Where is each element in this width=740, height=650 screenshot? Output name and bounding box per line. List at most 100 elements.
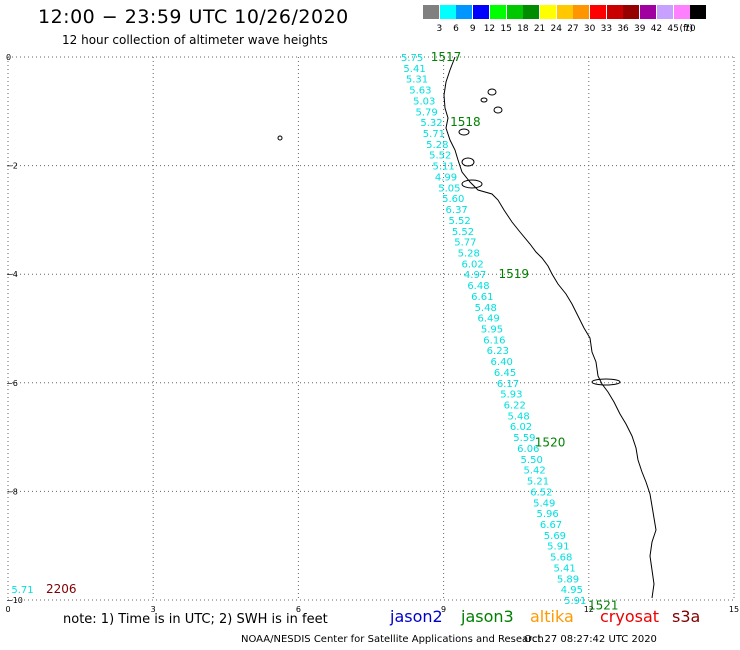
track-value-label: 4.95 <box>561 585 583 596</box>
track-value-label: 5.52 <box>452 227 474 238</box>
track-value-label: 6.49 <box>477 314 499 325</box>
scale-label: 3 <box>436 24 443 34</box>
track-value-label: 5.11 <box>432 162 454 173</box>
coastline <box>443 56 657 599</box>
track-value-label: 6.37 <box>446 205 468 216</box>
scale-swatch <box>656 5 673 19</box>
scale-label: 30 <box>583 24 596 34</box>
scale-label: 33 <box>600 24 613 34</box>
generated-timestamp: Oct 27 08:27:42 UTC 2020 <box>524 634 657 645</box>
scale-label: 36 <box>617 24 629 34</box>
track-value-label: 5.75 <box>401 53 423 64</box>
satellite-label-jason2: jason2 <box>390 607 443 626</box>
island-outline <box>461 179 483 189</box>
track-value-label: 5.71 <box>423 129 445 140</box>
time-label: 1517 <box>431 50 462 64</box>
island-outline <box>493 106 503 114</box>
y-tick-label: −10 <box>6 596 23 605</box>
scale-swatch <box>640 5 657 19</box>
x-tick-label: 9 <box>441 605 446 614</box>
track-value-label: 5.48 <box>507 411 529 422</box>
track-value-label: 5.49 <box>533 498 555 509</box>
time-label: 1519 <box>499 267 530 281</box>
track-value-label: 6.06 <box>517 444 539 455</box>
y-tick-label: 0 <box>6 53 11 62</box>
scale-swatch <box>439 5 456 19</box>
scale-swatch <box>473 5 490 19</box>
track-value-label: 6.02 <box>462 259 484 270</box>
y-tick-label: −4 <box>6 270 18 279</box>
scale-label: 21 <box>533 24 546 34</box>
track-value-label: 4.97 <box>464 270 486 281</box>
scale-swatch <box>556 5 573 19</box>
track-value-label: 4.99 <box>435 172 457 183</box>
track-value-label: 5.21 <box>527 477 549 488</box>
track-value-label: 6.23 <box>487 346 509 357</box>
track-value-label: 6.16 <box>483 335 505 346</box>
track-value-label: 6.67 <box>540 520 562 531</box>
track-value-label: 6.61 <box>471 292 493 303</box>
track-value-label: 5.71 <box>11 585 33 596</box>
scale-label: 24 <box>550 24 562 34</box>
track-value-label: 5.28 <box>426 140 448 151</box>
track-value-label: 5.69 <box>544 531 566 542</box>
island-outline <box>461 157 475 167</box>
scale-label: 27 <box>567 24 579 34</box>
time-label: 1518 <box>450 115 481 129</box>
track-value-label: 5.59 <box>513 433 535 444</box>
track-value-label: 5.52 <box>429 151 451 162</box>
island-outline <box>480 97 488 103</box>
scale-label: 6 <box>453 24 459 34</box>
footer-note: note: 1) Time is in UTC; 2) SWH is in fe… <box>63 612 328 627</box>
scale-swatch <box>539 5 556 19</box>
track-value-label: 6.40 <box>491 357 513 368</box>
track-value-label: 5.63 <box>409 86 431 97</box>
track-value-label: 5.91 <box>564 596 586 607</box>
track-value-label: 5.31 <box>406 75 428 86</box>
time-label: 1520 <box>535 436 566 450</box>
track-value-label: 5.52 <box>448 216 470 227</box>
scale-swatch <box>690 5 707 19</box>
track-value-label: 5.95 <box>481 325 503 336</box>
y-tick-label: −6 <box>6 379 18 388</box>
island-outline <box>487 88 497 96</box>
track-value-label: 5.77 <box>454 238 476 249</box>
track-value-label: 5.41 <box>553 563 575 574</box>
scale-swatch <box>506 5 523 19</box>
track-value-label: 5.89 <box>557 574 579 585</box>
x-tick-label: 0 <box>5 605 10 614</box>
track-value-label: 5.42 <box>523 466 545 477</box>
scale-swatch <box>423 5 439 19</box>
scale-label: 45 <box>667 24 679 34</box>
x-tick-label: 12 <box>584 605 594 614</box>
scale-label: 70 <box>684 24 696 34</box>
satellite-label-jason3: jason3 <box>461 607 514 626</box>
track-value-label: 6.48 <box>467 281 489 292</box>
track-value-label: 5.50 <box>521 455 543 466</box>
scale-swatch <box>673 5 690 19</box>
scale-swatch <box>590 5 606 19</box>
y-tick-label: −2 <box>6 162 18 171</box>
island-outline <box>591 378 621 386</box>
x-tick-label: 3 <box>151 605 156 614</box>
scale-label: 15 <box>500 24 512 34</box>
scale-label: 12 <box>483 24 496 34</box>
island-outline <box>458 128 470 136</box>
track-value-label: 6.52 <box>530 487 552 498</box>
scale-label: 18 <box>517 24 529 34</box>
track-value-label: 5.32 <box>420 118 442 129</box>
y-tick-label: −8 <box>6 487 18 496</box>
track-value-label: 5.68 <box>550 553 572 564</box>
track-value-label: 5.60 <box>442 194 464 205</box>
satellite-label-cryosat: cryosat <box>600 607 660 626</box>
track-value-label: 5.05 <box>438 183 460 194</box>
scale-unit: (ft) <box>679 24 694 34</box>
track-value-label: 5.03 <box>413 96 435 107</box>
x-tick-label: 6 <box>296 605 301 614</box>
scale-swatch <box>573 5 590 19</box>
track-value-label: 5.93 <box>500 390 522 401</box>
scale-swatch <box>523 5 540 19</box>
scale-label: 42 <box>650 24 663 34</box>
scale-swatch <box>489 5 506 19</box>
